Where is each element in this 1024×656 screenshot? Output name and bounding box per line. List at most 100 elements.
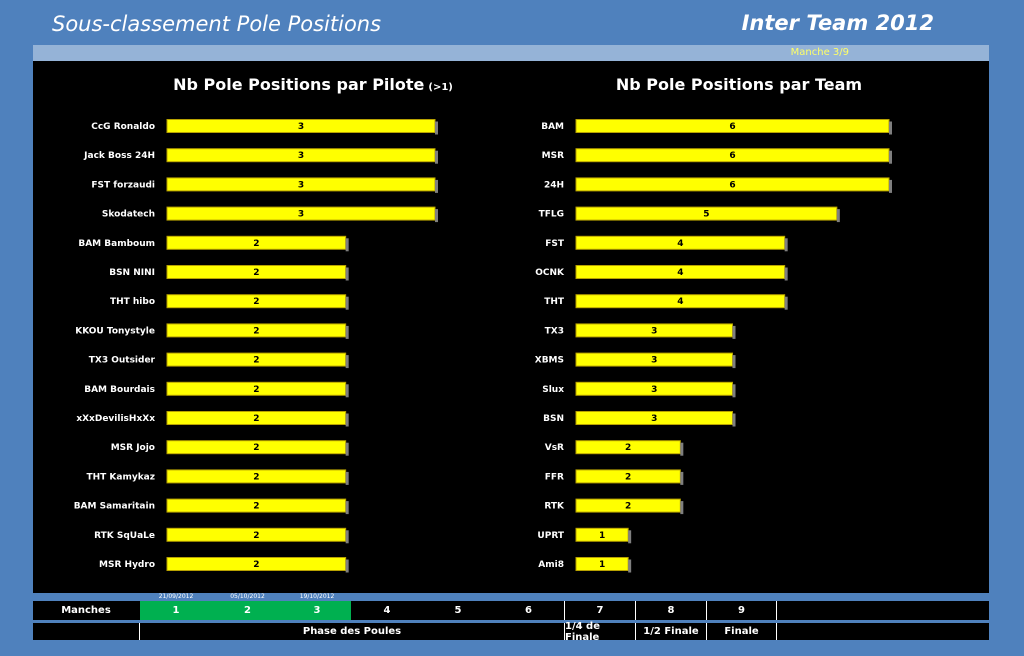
pilot-bar-shadow bbox=[435, 150, 438, 164]
pilot-label: BAM Bourdais bbox=[84, 385, 155, 395]
pilot-value: 3 bbox=[298, 180, 304, 190]
pilot-label: CcG Ronaldo bbox=[91, 122, 155, 132]
team-bar-shadow bbox=[889, 150, 892, 164]
event-title: Inter Team 2012 bbox=[741, 11, 934, 35]
pilot-bar-shadow bbox=[345, 501, 349, 515]
team-value: 4 bbox=[677, 297, 683, 307]
team-value: 1 bbox=[599, 531, 605, 541]
pilot-bar-shadow bbox=[435, 209, 438, 223]
round-2-date: 05/10/2012 bbox=[230, 593, 265, 600]
schedule-bar: Manches 21/09/2012 1 05/10/2012 2 19/10/20… bbox=[33, 593, 989, 620]
team-value: 3 bbox=[651, 326, 657, 336]
pilot-bar-shadow bbox=[345, 238, 349, 252]
team-bar-shadow bbox=[732, 413, 736, 427]
round-3: 19/10/2012 3 bbox=[283, 593, 351, 620]
round-2: 05/10/2012 2 bbox=[212, 593, 283, 620]
team-chart-title: Nb Pole Positions par Team bbox=[616, 75, 862, 94]
pilot-label: BAM Bamboum bbox=[78, 239, 155, 249]
round-6: 6 bbox=[525, 605, 532, 616]
pilot-label: FST forzaudi bbox=[91, 180, 155, 190]
team-label: THT bbox=[544, 297, 565, 307]
team-label: BAM bbox=[541, 122, 564, 132]
pilot-label: xXxDevilisHxXx bbox=[76, 414, 155, 424]
team-bar-shadow bbox=[628, 530, 632, 544]
round-1-date: 21/09/2012 bbox=[158, 593, 194, 600]
schedule-label: Manches bbox=[61, 605, 111, 616]
pilot-label: Skodatech bbox=[102, 210, 155, 220]
team-bar-shadow bbox=[680, 471, 684, 485]
pilot-label: THT Kamykaz bbox=[86, 472, 155, 482]
team-label: Slux bbox=[542, 385, 564, 395]
pilot-value: 2 bbox=[253, 356, 259, 366]
pilot-value: 2 bbox=[253, 443, 259, 453]
pilot-value: 2 bbox=[253, 560, 259, 570]
team-label: XBMS bbox=[535, 356, 564, 366]
pilot-chart: CcG Ronaldo 3 Jack Boss 24H 3 FST forzaudi 3 S… bbox=[74, 119, 438, 573]
page-title: Sous-classement Pole Positions bbox=[52, 12, 382, 36]
pilot-value: 2 bbox=[253, 385, 259, 395]
pilot-bar-shadow bbox=[435, 179, 438, 193]
pilot-value: 3 bbox=[298, 151, 304, 161]
team-value: 4 bbox=[677, 268, 683, 278]
team-label: Ami8 bbox=[538, 560, 564, 570]
team-bar-shadow bbox=[784, 267, 788, 281]
pilot-bar-shadow bbox=[345, 384, 349, 398]
pilot-bar-shadow bbox=[345, 530, 349, 544]
phase-final: Finale bbox=[706, 623, 777, 640]
pilot-bar-shadow bbox=[345, 325, 349, 339]
team-bar-shadow bbox=[784, 238, 788, 252]
pilot-value: 3 bbox=[298, 210, 304, 220]
team-bar-shadow bbox=[628, 559, 632, 573]
charts-panel: Nb Pole Positions par Pilote (>1) Nb Pole… bbox=[33, 61, 989, 593]
team-label: UPRT bbox=[537, 531, 564, 541]
pilot-label: MSR Hydro bbox=[99, 560, 155, 570]
pilot-value: 2 bbox=[253, 268, 259, 278]
pilot-value: 2 bbox=[253, 414, 259, 424]
team-label: FST bbox=[545, 239, 565, 249]
pilot-value: 2 bbox=[253, 297, 259, 307]
pilot-bar-shadow bbox=[345, 442, 349, 456]
team-label: VsR bbox=[545, 443, 564, 453]
team-label: TX3 bbox=[545, 326, 564, 336]
pilot-bar-shadow bbox=[345, 267, 349, 281]
charts-svg: Nb Pole Positions par Pilote (>1) Nb Pole… bbox=[74, 75, 892, 573]
pilot-bar-shadow bbox=[435, 121, 438, 135]
team-value: 6 bbox=[729, 151, 735, 161]
team-label: OCNK bbox=[535, 268, 565, 278]
team-value: 3 bbox=[651, 356, 657, 366]
manche-indicator: Manche 3/9 bbox=[790, 47, 849, 58]
pilot-label: BAM Samaritain bbox=[74, 502, 155, 512]
team-label: MSR bbox=[542, 151, 564, 161]
phase-pool: Phase des Poules bbox=[139, 623, 564, 640]
pilot-label: Jack Boss 24H bbox=[83, 151, 155, 161]
pilot-value: 2 bbox=[253, 239, 259, 249]
pilot-bar-shadow bbox=[345, 413, 349, 427]
team-value: 2 bbox=[625, 502, 631, 512]
round-7: 7 bbox=[564, 601, 635, 620]
pilot-bar-shadow bbox=[345, 559, 349, 573]
pilot-bar-shadow bbox=[345, 471, 349, 485]
team-bar-shadow bbox=[680, 501, 684, 515]
team-chart: BAM 6 MSR 6 24H 6 TFLG 5 FST 4 OCNK 4 THT 4 TX3 3 XBMS 3 S… bbox=[535, 119, 892, 573]
team-bar-shadow bbox=[680, 442, 684, 456]
team-value: 2 bbox=[625, 472, 631, 482]
team-bar-shadow bbox=[732, 384, 736, 398]
team-label: FFR bbox=[545, 472, 564, 482]
team-bar-shadow bbox=[889, 121, 892, 135]
pilot-value: 2 bbox=[253, 502, 259, 512]
team-label: RTK bbox=[544, 502, 565, 512]
pilot-label: MSR Jojo bbox=[111, 443, 155, 453]
team-bar-shadow bbox=[836, 209, 840, 223]
team-value: 6 bbox=[729, 122, 735, 132]
pilot-value: 2 bbox=[253, 531, 259, 541]
info-stripe: Manche 3/9 bbox=[33, 45, 989, 61]
round-8: 8 bbox=[635, 601, 706, 620]
team-label: TFLG bbox=[539, 210, 564, 220]
round-9: 9 bbox=[706, 601, 777, 620]
pilot-value: 3 bbox=[298, 122, 304, 132]
phases-bar: Phase des Poules 1/4 de Finale 1/2 Final… bbox=[33, 621, 989, 643]
team-value: 6 bbox=[729, 180, 735, 190]
team-bar-shadow bbox=[732, 325, 736, 339]
team-value: 2 bbox=[625, 443, 631, 453]
pilot-label: KKOU Tonystyle bbox=[75, 326, 155, 336]
